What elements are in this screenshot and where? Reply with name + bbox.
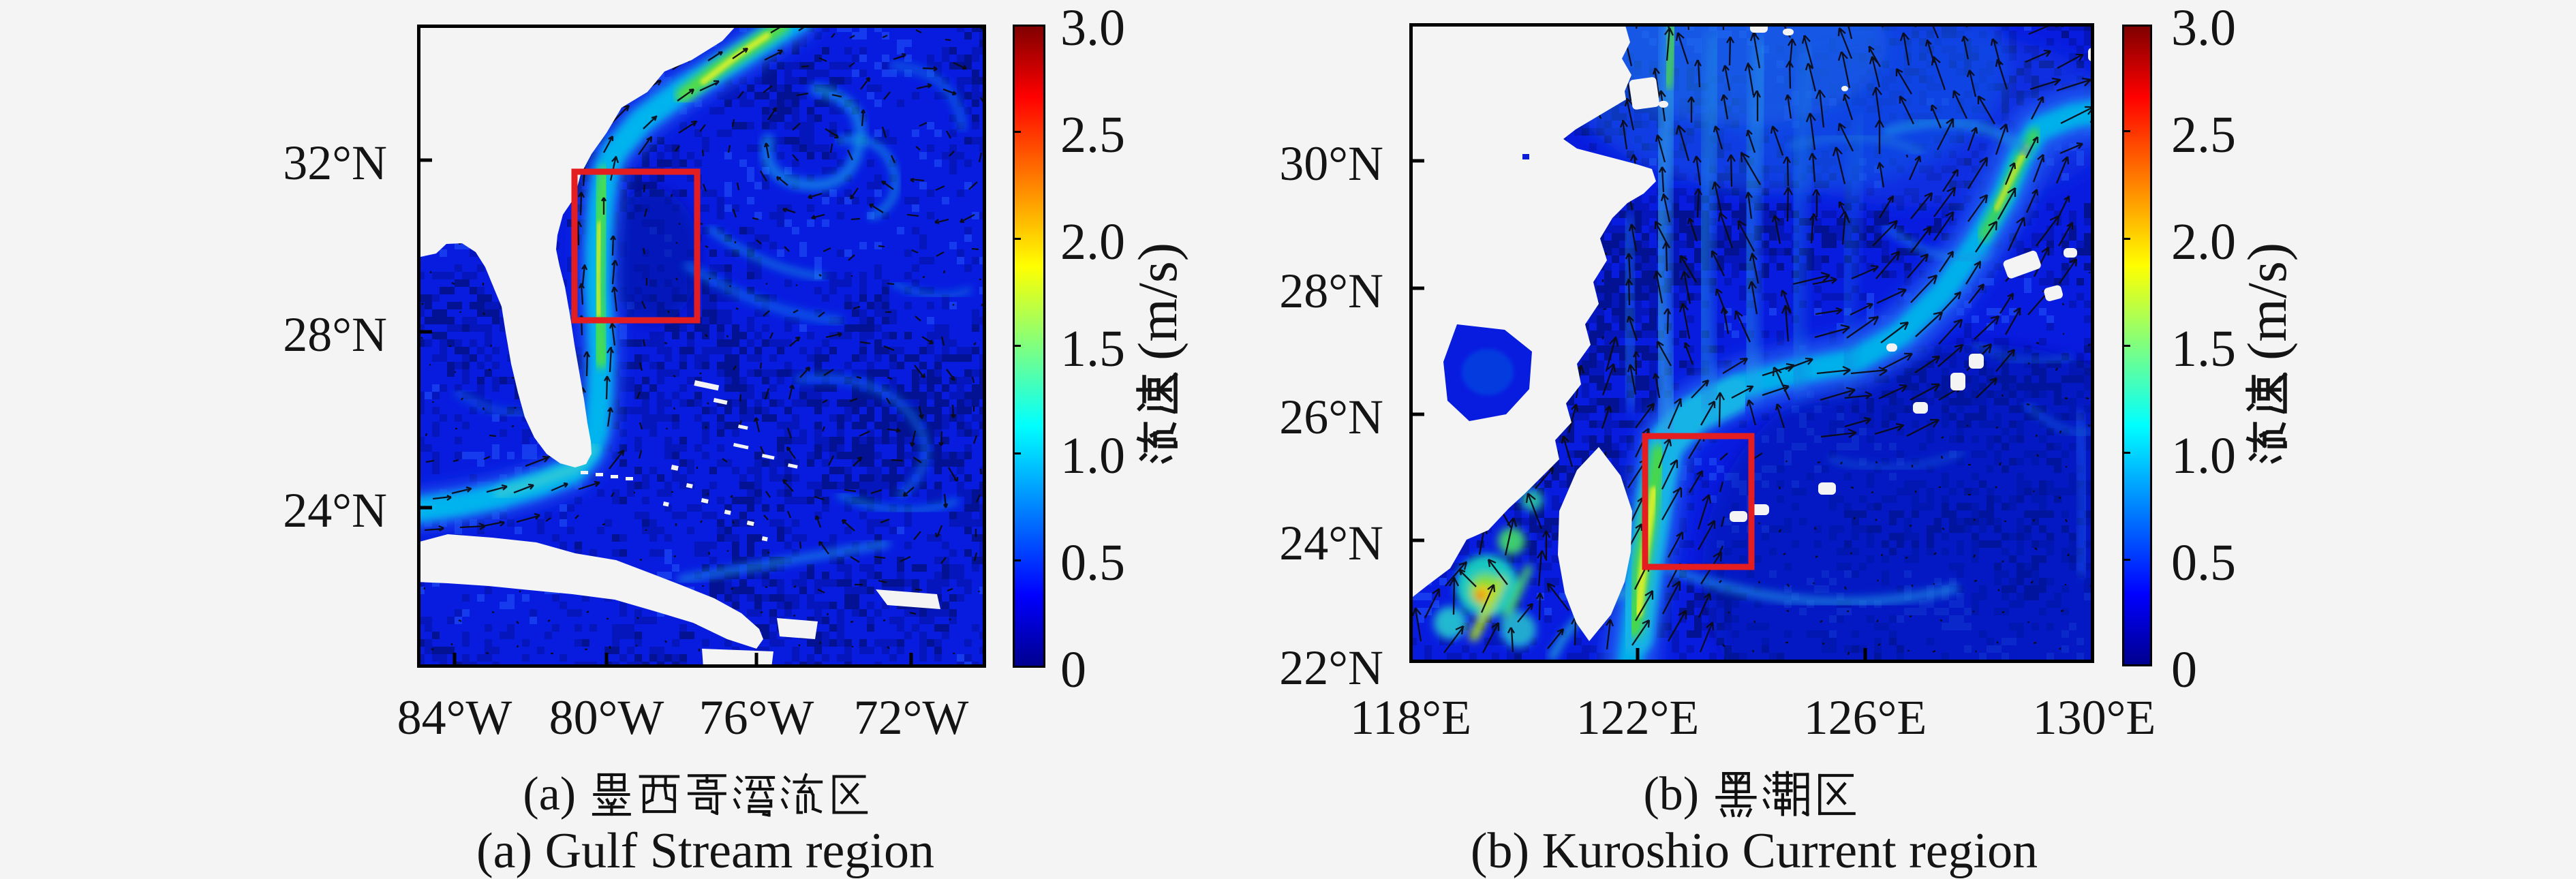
svg-text:(m/s): (m/s) xyxy=(1126,243,1189,360)
svg-text:(m/s): (m/s) xyxy=(2236,243,2298,360)
